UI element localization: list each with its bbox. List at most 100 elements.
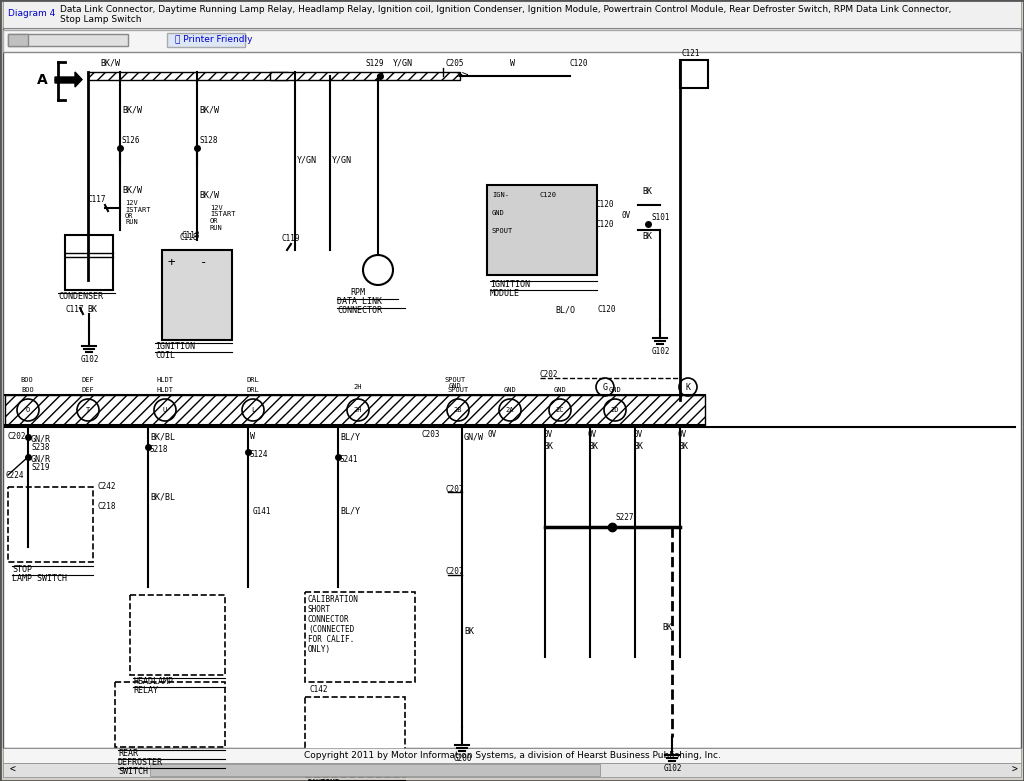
Polygon shape bbox=[55, 72, 82, 87]
Text: BL/Y: BL/Y bbox=[340, 507, 360, 516]
Text: BK/BL: BK/BL bbox=[150, 492, 175, 501]
Text: C242: C242 bbox=[97, 482, 116, 491]
Bar bbox=[3, 0, 1021, 28]
Text: C117: C117 bbox=[88, 195, 106, 204]
Bar bbox=[88, 72, 288, 80]
Text: S124: S124 bbox=[250, 450, 268, 459]
Text: MODULE: MODULE bbox=[490, 289, 520, 298]
Text: Diagram 4: Diagram 4 bbox=[8, 9, 55, 19]
Text: Stop Lamp Switch: Stop Lamp Switch bbox=[60, 16, 141, 24]
Text: G102: G102 bbox=[652, 347, 671, 356]
Bar bbox=[162, 250, 232, 340]
Text: BK/W: BK/W bbox=[122, 186, 142, 194]
Text: C121: C121 bbox=[682, 49, 700, 58]
Text: GN/R: GN/R bbox=[31, 455, 51, 464]
Text: C120: C120 bbox=[540, 192, 557, 198]
Text: BK/W: BK/W bbox=[100, 59, 120, 68]
Text: K: K bbox=[685, 383, 690, 391]
Text: STOP: STOP bbox=[12, 565, 32, 574]
Text: S101: S101 bbox=[652, 213, 671, 222]
Text: BK: BK bbox=[662, 622, 672, 632]
Text: BL/O: BL/O bbox=[555, 305, 575, 315]
Text: BK: BK bbox=[678, 442, 688, 451]
Text: 0V: 0V bbox=[633, 430, 642, 439]
Text: HEADLAMP: HEADLAMP bbox=[133, 677, 173, 686]
Text: SWITCH: SWITCH bbox=[118, 767, 148, 776]
Bar bbox=[305, 697, 406, 777]
Text: Y/GN: Y/GN bbox=[332, 155, 352, 165]
Bar bbox=[150, 764, 600, 776]
Bar bbox=[115, 682, 225, 747]
Text: T: T bbox=[86, 407, 90, 413]
Text: A: A bbox=[37, 73, 47, 87]
Text: GN/R: GN/R bbox=[31, 435, 51, 444]
Text: FOR CALIF.: FOR CALIF. bbox=[308, 635, 354, 644]
Text: 0V: 0V bbox=[622, 211, 631, 219]
Text: C119: C119 bbox=[282, 234, 300, 243]
Text: Y/GN: Y/GN bbox=[393, 59, 413, 68]
Text: BK: BK bbox=[633, 442, 643, 451]
Text: Data Link Connector, Daytime Running Lamp Relay, Headlamp Relay, Ignition coil, : Data Link Connector, Daytime Running Lam… bbox=[60, 5, 951, 15]
Text: HLDT: HLDT bbox=[157, 387, 173, 393]
Text: 2H: 2H bbox=[353, 384, 362, 390]
Text: GND: GND bbox=[504, 387, 516, 393]
Text: C118: C118 bbox=[182, 231, 201, 240]
Text: SPOUT: SPOUT bbox=[492, 228, 513, 234]
Text: 🖶 Printer Friendly: 🖶 Printer Friendly bbox=[175, 35, 253, 45]
Text: 2D: 2D bbox=[610, 407, 620, 413]
Text: Copyright 2011 by Motor Information Systems, a division of Hearst Business Publi: Copyright 2011 by Motor Information Syst… bbox=[303, 751, 721, 759]
Text: 0V: 0V bbox=[678, 430, 687, 439]
Text: 2B: 2B bbox=[454, 407, 462, 413]
Text: C117: C117 bbox=[65, 305, 84, 314]
Text: GND: GND bbox=[449, 383, 462, 389]
Text: (CONNECTED: (CONNECTED bbox=[308, 625, 354, 634]
Text: LAMP SWITCH: LAMP SWITCH bbox=[12, 574, 67, 583]
Text: 12V
ISTART
OR
RUN: 12V ISTART OR RUN bbox=[210, 205, 236, 230]
Text: S129: S129 bbox=[365, 59, 384, 68]
Text: S218: S218 bbox=[150, 445, 169, 454]
Text: G: G bbox=[602, 383, 607, 391]
Text: BK: BK bbox=[87, 305, 97, 315]
Text: GND: GND bbox=[608, 387, 622, 393]
Bar bbox=[680, 60, 708, 88]
Text: SPOUT: SPOUT bbox=[447, 387, 469, 393]
Text: Y/GN: Y/GN bbox=[297, 155, 317, 165]
Bar bbox=[3, 763, 1021, 777]
Text: DEFROSTER: DEFROSTER bbox=[118, 758, 163, 767]
Text: CONNECTOR: CONNECTOR bbox=[308, 615, 349, 624]
Text: C120: C120 bbox=[595, 220, 613, 229]
Text: IGN-: IGN- bbox=[492, 192, 509, 198]
Text: IGNITION: IGNITION bbox=[490, 280, 530, 289]
Text: C224: C224 bbox=[5, 471, 24, 480]
Text: 0V: 0V bbox=[543, 430, 552, 439]
Text: C202: C202 bbox=[8, 432, 27, 441]
Text: SHORT: SHORT bbox=[308, 605, 331, 614]
Text: BK/W: BK/W bbox=[199, 105, 219, 115]
Text: DRL: DRL bbox=[247, 377, 259, 383]
Text: 2A: 2A bbox=[506, 407, 514, 413]
Text: G200: G200 bbox=[454, 754, 472, 763]
Text: S128: S128 bbox=[199, 136, 217, 145]
Text: CONNECTOR: CONNECTOR bbox=[337, 306, 382, 315]
Text: C207: C207 bbox=[446, 484, 465, 494]
Text: GN/W: GN/W bbox=[464, 432, 484, 441]
Text: DEF: DEF bbox=[82, 387, 94, 393]
Text: CONDENSER: CONDENSER bbox=[58, 292, 103, 301]
Text: O: O bbox=[26, 407, 30, 413]
Text: DAYTIME: DAYTIME bbox=[308, 779, 340, 781]
Text: 12V
ISTART
OR
RUN: 12V ISTART OR RUN bbox=[125, 200, 151, 226]
Bar bbox=[305, 592, 415, 682]
Text: CALIBRATION: CALIBRATION bbox=[308, 595, 358, 604]
Text: BK: BK bbox=[642, 187, 652, 196]
Text: BOO: BOO bbox=[20, 377, 34, 383]
Text: 0V: 0V bbox=[588, 430, 597, 439]
Text: U: U bbox=[163, 407, 167, 413]
Text: BOO: BOO bbox=[22, 387, 35, 393]
Text: C203: C203 bbox=[422, 430, 440, 439]
Bar bbox=[270, 72, 460, 80]
Text: G141: G141 bbox=[253, 507, 271, 516]
Text: BK/W: BK/W bbox=[122, 105, 142, 115]
Text: C120: C120 bbox=[595, 200, 613, 209]
Text: S219: S219 bbox=[31, 463, 49, 472]
Text: S227: S227 bbox=[615, 513, 634, 522]
